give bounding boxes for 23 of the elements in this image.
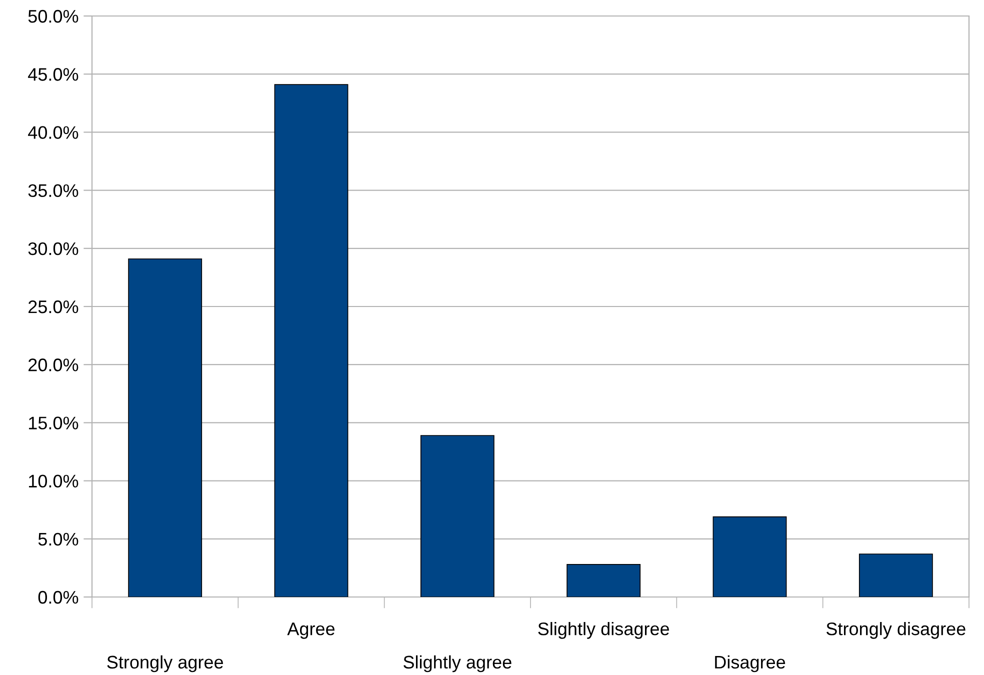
bar xyxy=(274,84,348,597)
bar xyxy=(420,435,494,597)
y-tick-label: 40.0% xyxy=(28,126,78,139)
bar xyxy=(858,554,933,597)
x-tick-label: Strongly agree xyxy=(107,655,223,672)
y-tick-label: 5.0% xyxy=(38,532,78,546)
x-tick-label: Disagree xyxy=(715,655,786,672)
y-tick-label: 25.0% xyxy=(28,300,78,314)
y-tick-label: 10.0% xyxy=(28,474,78,488)
y-tick-label: 50.0% xyxy=(28,10,78,23)
y-tick-label: 0.0% xyxy=(38,590,78,604)
y-tick-label: 15.0% xyxy=(28,416,78,430)
y-tick-label: 30.0% xyxy=(28,242,78,256)
y-tick-label: 45.0% xyxy=(28,68,78,81)
x-tick-label: Strongly disagree xyxy=(826,622,966,639)
bar xyxy=(712,516,787,597)
y-tick-label: 35.0% xyxy=(28,184,78,198)
y-tick-label: 20.0% xyxy=(28,358,78,372)
bar xyxy=(566,564,641,597)
bar xyxy=(128,258,202,597)
x-tick-label: Agree xyxy=(287,622,335,639)
x-tick-label: Slightly disagree xyxy=(538,622,670,639)
x-tick-label: Slightly agree xyxy=(404,655,512,672)
